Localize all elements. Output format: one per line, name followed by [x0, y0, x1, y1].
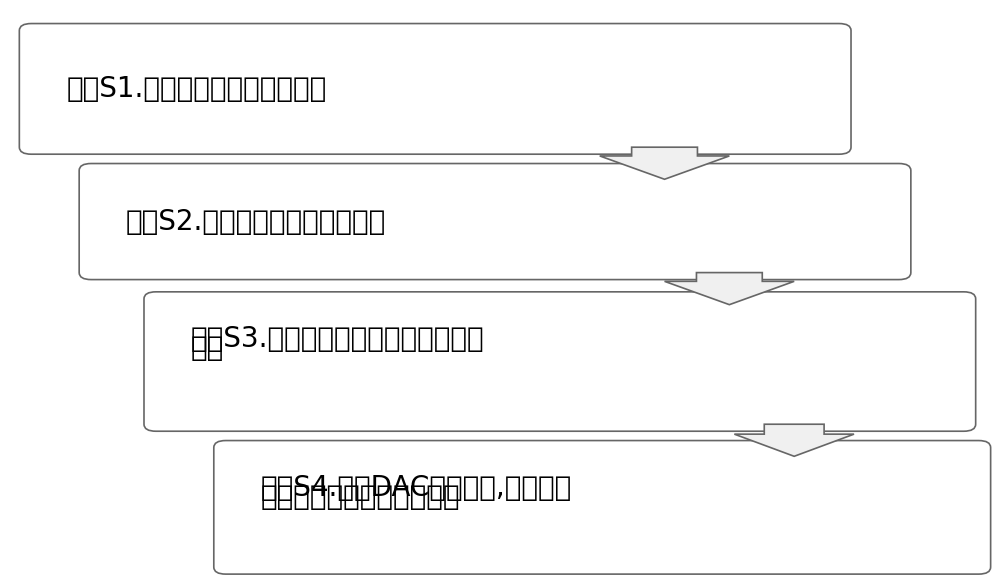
FancyBboxPatch shape — [79, 163, 911, 280]
Polygon shape — [665, 272, 794, 305]
Text: 步骤S1.光束整形与工作光斑标定: 步骤S1.光束整形与工作光斑标定 — [66, 75, 326, 103]
Polygon shape — [734, 424, 854, 456]
Text: 电压: 电压 — [191, 335, 224, 363]
Text: 器完成不同通道的粒子计数: 器完成不同通道的粒子计数 — [261, 483, 460, 511]
Text: 步骤S4.设置DAC的门限值,通过比较: 步骤S4.设置DAC的门限值,通过比较 — [261, 474, 572, 502]
FancyBboxPatch shape — [19, 23, 851, 154]
FancyBboxPatch shape — [214, 441, 991, 574]
Text: 步骤S3.标定粒径不同粒径对应的门槛: 步骤S3.标定粒径不同粒径对应的门槛 — [191, 325, 484, 353]
Polygon shape — [600, 147, 729, 179]
Text: 步骤S2.标定前置电路的输出电压: 步骤S2.标定前置电路的输出电压 — [126, 207, 386, 236]
FancyBboxPatch shape — [144, 292, 976, 431]
